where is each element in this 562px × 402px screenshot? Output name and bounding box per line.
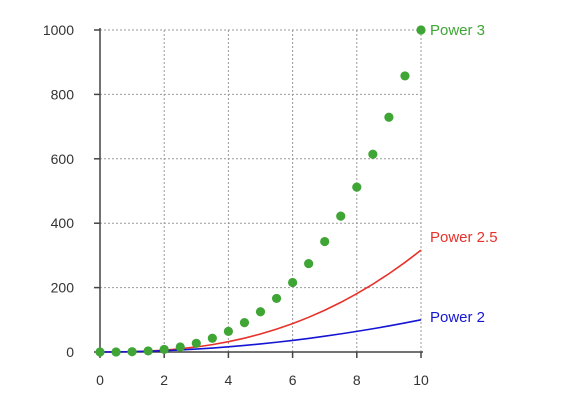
y-tick-label: 800 xyxy=(51,86,75,102)
data-point-power-3 xyxy=(384,112,394,122)
series-line-power-2 xyxy=(99,319,422,353)
data-point-power-3 xyxy=(304,258,314,269)
data-point-power-3 xyxy=(175,342,185,352)
data-point-power-3 xyxy=(239,318,250,328)
series-label-power-3: Power 3 xyxy=(430,22,485,39)
data-point-power-3 xyxy=(159,344,169,355)
data-point-power-3 xyxy=(271,293,282,304)
data-point-power-3 xyxy=(400,71,410,81)
series-layer xyxy=(95,25,426,357)
x-tick-label: 0 xyxy=(96,372,104,388)
series-line-power-2-5 xyxy=(99,249,422,353)
data-point-power-3 xyxy=(416,25,426,35)
data-point-power-3 xyxy=(223,326,233,336)
x-tick-label: 4 xyxy=(225,372,233,388)
data-point-power-3 xyxy=(336,211,346,221)
y-tick-label: 0 xyxy=(66,344,74,360)
axes: 0 2 4 6 8 10 0 200 400 600 800 1000 xyxy=(43,22,429,388)
data-point-power-3 xyxy=(352,182,362,192)
data-point-power-3 xyxy=(111,347,121,357)
y-tick-label: 400 xyxy=(51,215,75,231)
x-tick-label: 6 xyxy=(289,372,297,388)
data-point-power-3 xyxy=(255,307,266,317)
data-point-power-3 xyxy=(368,149,378,159)
x-tick-label: 10 xyxy=(413,372,429,388)
data-point-power-3 xyxy=(95,347,105,357)
x-tick-label: 2 xyxy=(160,372,168,388)
data-point-power-3 xyxy=(127,347,137,357)
series-labels: Power 2.5 Power 2 Power 3 xyxy=(430,22,498,326)
y-tick-label: 200 xyxy=(51,280,75,296)
y-tick-label: 1000 xyxy=(43,22,74,38)
data-point-power-3 xyxy=(207,333,217,343)
y-tick-label: 600 xyxy=(51,151,75,167)
data-point-power-3 xyxy=(143,346,153,356)
grid xyxy=(100,29,422,352)
series-label-power-2: Power 2 xyxy=(430,309,485,326)
data-point-power-3 xyxy=(191,338,201,348)
x-tick-label: 8 xyxy=(353,372,361,388)
data-point-power-3 xyxy=(320,236,330,247)
data-point-power-3 xyxy=(288,277,298,288)
series-label-power-2-5: Power 2.5 xyxy=(430,229,498,246)
